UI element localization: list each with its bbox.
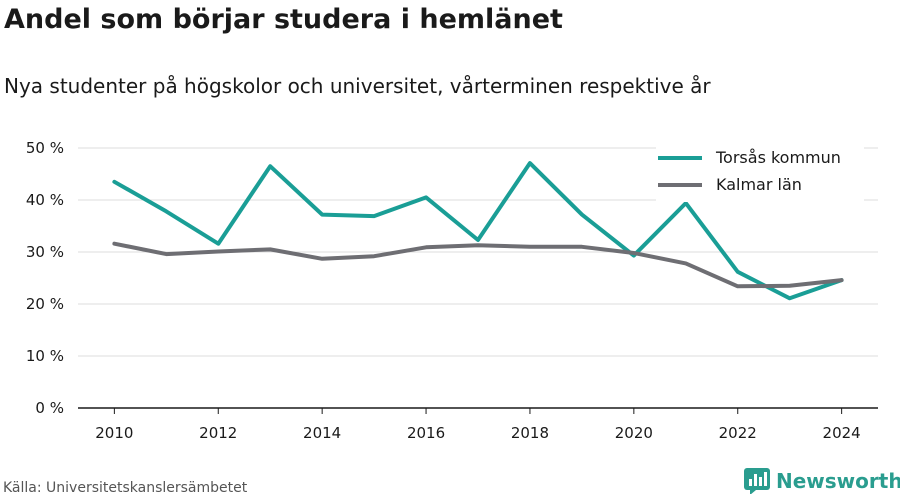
- axes: 0 % 10 % 20 % 30 % 40 % 50 % 2010 2012 2014 2016 2…: [26, 139, 878, 442]
- x-tick-label: 2018: [511, 424, 549, 442]
- legend-label-kalmar: Kalmar län: [716, 175, 802, 194]
- x-tick-label: 2014: [303, 424, 341, 442]
- series-line-1: [112, 241, 844, 289]
- y-tick-label: 30 %: [26, 243, 64, 261]
- legend-label-torsas: Torsås kommun: [716, 148, 841, 167]
- x-tick-label: 2010: [95, 424, 133, 442]
- brand-logo-link[interactable]: Newsworthy: [744, 468, 900, 494]
- x-tick-label: 2022: [719, 424, 757, 442]
- brand-name: Newsworthy: [776, 469, 900, 493]
- legend-swatch-kalmar: [658, 182, 702, 187]
- line-chart: 0 % 10 % 20 % 30 % 40 % 50 % 2010 2012 2014 2016 2…: [26, 139, 878, 442]
- legend-swatch-torsas: [658, 155, 702, 160]
- y-tick-label: 10 %: [26, 347, 64, 365]
- series-lines: [112, 161, 844, 301]
- series-line-0: [112, 161, 844, 301]
- legend-item-torsas[interactable]: Torsås kommun: [656, 144, 864, 171]
- x-tick-label: 2016: [407, 424, 445, 442]
- chart-title: Andel som börjar studera i hemlänet: [4, 4, 563, 35]
- chart-subtitle: Nya studenter på högskolor och universit…: [4, 74, 711, 98]
- x-tick-label: 2024: [823, 424, 861, 442]
- y-tick-label: 40 %: [26, 191, 64, 209]
- y-tick-label: 20 %: [26, 295, 64, 313]
- x-tick-label: 2012: [199, 424, 237, 442]
- y-tick-label: 50 %: [26, 139, 64, 157]
- bar-chart-icon: [744, 468, 770, 494]
- source-note: Källa: Universitetskanslersämbetet: [3, 480, 248, 496]
- legend: Torsås kommun Kalmar län: [656, 140, 864, 202]
- legend-item-kalmar[interactable]: Kalmar län: [656, 171, 864, 198]
- x-tick-label: 2020: [615, 424, 653, 442]
- y-tick-label: 0 %: [35, 399, 64, 417]
